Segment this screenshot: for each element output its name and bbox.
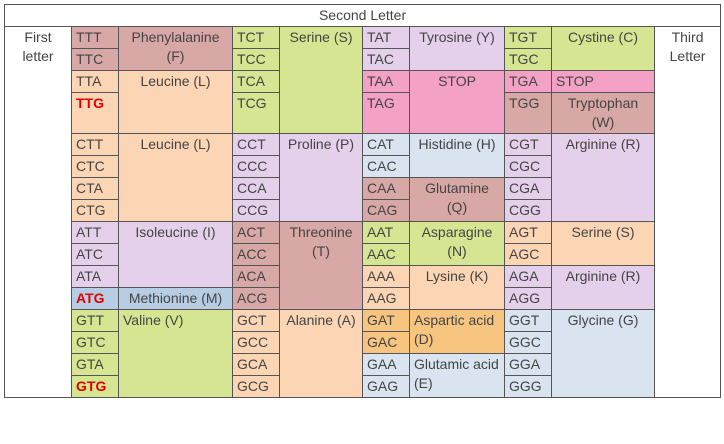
codon-TCT: TCT — [232, 26, 280, 49]
codon-AAC: AAC — [362, 243, 410, 266]
codon-TAC: TAC — [362, 48, 410, 71]
second-letter-header: Second Letter — [3, 4, 722, 27]
aa-lysine: Lysine (K) — [409, 265, 505, 310]
codon-TGC: TGC — [504, 48, 552, 71]
codon-ACA: ACA — [232, 265, 280, 288]
codon-AAG: AAG — [362, 287, 410, 310]
codon-GAC: GAC — [362, 331, 410, 354]
codon-TAT: TAT — [362, 26, 410, 49]
codon-CGA: CGA — [504, 177, 552, 200]
aa-cystine: Cystine (C) — [551, 26, 655, 71]
codon-GTA: GTA — [71, 353, 119, 376]
codon-CAG: CAG — [362, 199, 410, 222]
codon-TCG: TCG — [232, 92, 280, 134]
aa-threonine: Threonine (T) — [279, 221, 363, 310]
aa-glycine: Glycine (G) — [551, 309, 655, 398]
codon-CGC: CGC — [504, 155, 552, 178]
aa-serine-a: Serine (S) — [551, 221, 655, 266]
codon-ATC: ATC — [71, 243, 119, 266]
codon-TGA: TGA — [504, 70, 552, 93]
codon-TTT: TTT — [71, 26, 119, 49]
aa-glutamine: Glutamine (Q) — [409, 177, 505, 222]
codon-AGG: AGG — [504, 287, 552, 310]
codon-GCG: GCG — [232, 375, 280, 398]
codon-CAC: CAC — [362, 155, 410, 178]
codon-CAT: CAT — [362, 133, 410, 156]
codon-GTC: GTC — [71, 331, 119, 354]
codon-CCC: CCC — [232, 155, 280, 178]
codon-CCG: CCG — [232, 199, 280, 222]
aa-methionine: Methionine (M) — [118, 287, 233, 310]
codon-GGC: GGC — [504, 331, 552, 354]
codon-CTC: CTC — [71, 155, 119, 178]
codon-GTT: GTT — [71, 309, 119, 332]
aa-arginine-a: Arginine (R) — [551, 265, 655, 310]
codon-CTA: CTA — [71, 177, 119, 200]
codon-GAT: GAT — [362, 309, 410, 332]
codon-GCA: GCA — [232, 353, 280, 376]
codon-ATA: ATA — [71, 265, 119, 288]
third-letter-label: Third Letter — [653, 26, 722, 398]
codon-TAG: TAG — [362, 92, 410, 134]
codon-AAA: AAA — [362, 265, 410, 288]
codon-GAG: GAG — [362, 375, 410, 398]
codon-CAA: CAA — [362, 177, 410, 200]
codon-CCT: CCT — [232, 133, 280, 156]
aa-alanine: Alanine (A) — [279, 309, 363, 398]
aa-aspartic: Aspartic acid (D) — [409, 309, 505, 354]
codon-GTG: GTG — [71, 375, 119, 398]
codon-GGT: GGT — [504, 309, 552, 332]
aa-histidine: Histidine (H) — [409, 133, 505, 178]
codon-GAA: GAA — [362, 353, 410, 376]
aa-tyrosine: Tyrosine (Y) — [409, 26, 505, 71]
codon-TGT: TGT — [504, 26, 552, 49]
genetic-code-table: Second Letter First letter TTT Phenylala… — [3, 4, 722, 398]
aa-valine: Valine (V) — [118, 309, 233, 398]
codon-TCA: TCA — [232, 70, 280, 93]
codon-CGT: CGT — [504, 133, 552, 156]
aa-proline: Proline (P) — [279, 133, 363, 222]
first-letter-label: First letter — [4, 26, 72, 398]
codon-TAA: TAA — [362, 70, 410, 93]
codon-ATG: ATG — [71, 287, 119, 310]
codon-GCT: GCT — [232, 309, 280, 332]
codon-CTT: CTT — [71, 133, 119, 156]
aa-tryptophan: Tryptophan (W) — [551, 92, 655, 134]
codon-AGC: AGC — [504, 243, 552, 266]
codon-GGA: GGA — [504, 353, 552, 376]
codon-AAT: AAT — [362, 221, 410, 244]
codon-TTC: TTC — [71, 48, 119, 71]
aa-glutamic: Glutamic acid (E) — [409, 353, 505, 398]
codon-AGT: AGT — [504, 221, 552, 244]
codon-ACC: ACC — [232, 243, 280, 266]
codon-CGG: CGG — [504, 199, 552, 222]
codon-TCC: TCC — [232, 48, 280, 71]
codon-AGA: AGA — [504, 265, 552, 288]
aa-stop-a: STOP — [409, 70, 505, 134]
codon-TTG: TTG — [71, 92, 119, 134]
aa-arginine-c: Arginine (R) — [551, 133, 655, 222]
aa-leucine-t: Leucine (L) — [118, 70, 233, 134]
codon-GCC: GCC — [232, 331, 280, 354]
codon-CTG: CTG — [71, 199, 119, 222]
aa-stop-g: STOP — [551, 70, 655, 93]
codon-ACT: ACT — [232, 221, 280, 244]
aa-isoleucine: Isoleucine (I) — [118, 221, 233, 288]
codon-TTA: TTA — [71, 70, 119, 93]
aa-serine-t: Serine (S) — [279, 26, 363, 134]
aa-phenylalanine: Phenylalanine (F) — [118, 26, 233, 71]
codon-CCA: CCA — [232, 177, 280, 200]
aa-asparagine: Asparagine (N) — [409, 221, 505, 266]
aa-leucine-c: Leucine (L) — [118, 133, 233, 222]
codon-ATT: ATT — [71, 221, 119, 244]
codon-GGG: GGG — [504, 375, 552, 398]
codon-TGG: TGG — [504, 92, 552, 134]
codon-ACG: ACG — [232, 287, 280, 310]
